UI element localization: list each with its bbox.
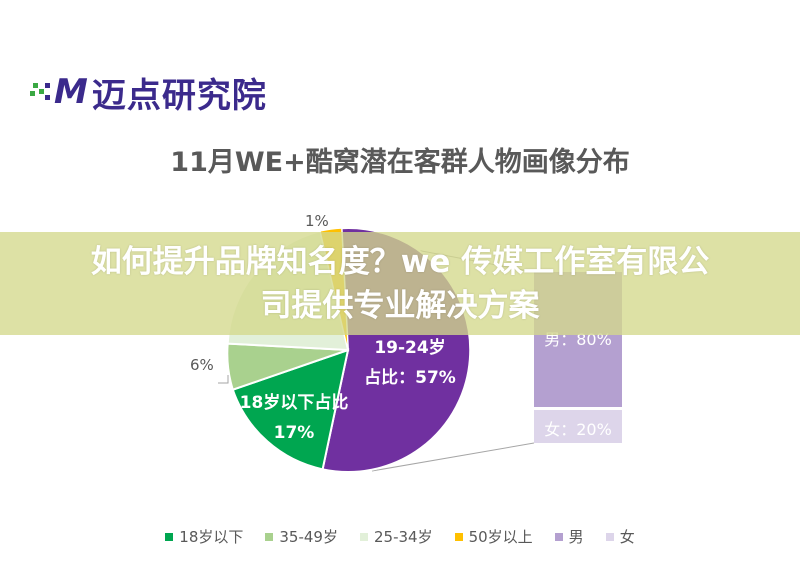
- legend-item-under-18: 18岁以下: [165, 526, 243, 547]
- legend-label: 女: [619, 528, 635, 546]
- banner-line-1: 如何提升品牌知名度？we 传媒工作室有限公: [90, 243, 710, 280]
- legend-swatch-icon: [554, 532, 563, 541]
- chart-legend: 18岁以下 35-49岁 25-34岁 50岁以上 男 女: [0, 526, 800, 547]
- legend-swatch-icon: [454, 532, 463, 541]
- connector-line-bottom: [371, 442, 535, 472]
- legend-item-male: 男: [554, 526, 584, 547]
- leader-line-6pct: [218, 375, 229, 384]
- label-19-24: 19-24岁 占比：57%: [355, 333, 465, 393]
- logo-mark: M: [54, 72, 88, 112]
- bar-segment-female: [534, 410, 622, 443]
- legend-item-50-plus: 50岁以上: [454, 526, 533, 547]
- label-under-18-name: 18岁以下占比: [239, 393, 349, 413]
- legend-label: 35-49岁: [279, 528, 338, 546]
- legend-swatch-icon: [265, 532, 274, 541]
- bar-label-female: 女：20%: [544, 420, 612, 439]
- label-50-plus-pct: 1%: [305, 212, 329, 230]
- legend-swatch-icon: [605, 532, 614, 541]
- legend-item-35-49: 35-49岁: [265, 526, 338, 547]
- legend-item-female: 女: [605, 526, 635, 547]
- overlay-banner: 如何提升品牌知名度？we 传媒工作室有限公 司提供专业解决方案: [0, 232, 800, 335]
- legend-label: 50岁以上: [468, 528, 533, 546]
- banner-line-2: 司提供专业解决方案: [260, 287, 540, 324]
- logo-dots-icon: [30, 77, 52, 107]
- legend-label: 18岁以下: [179, 528, 244, 546]
- label-under-18-pct: 17%: [273, 423, 315, 443]
- legend-item-25-34: 25-34岁: [359, 526, 433, 547]
- legend-label: 25-34岁: [373, 528, 433, 546]
- label-19-24-pct: 占比：57%: [364, 368, 456, 388]
- logo-text: 迈点研究院: [91, 75, 267, 116]
- logo: M 迈点研究院: [30, 72, 267, 116]
- label-19-24-name: 19-24岁: [374, 338, 446, 358]
- chart-title: 11月WE+酷窝潜在客群人物画像分布: [170, 147, 630, 178]
- legend-swatch-icon: [165, 532, 174, 541]
- label-35-49-pct: 6%: [190, 356, 214, 374]
- legend-label: 男: [568, 528, 584, 546]
- label-under-18: 18岁以下占比 17%: [232, 388, 356, 448]
- legend-swatch-icon: [359, 532, 368, 541]
